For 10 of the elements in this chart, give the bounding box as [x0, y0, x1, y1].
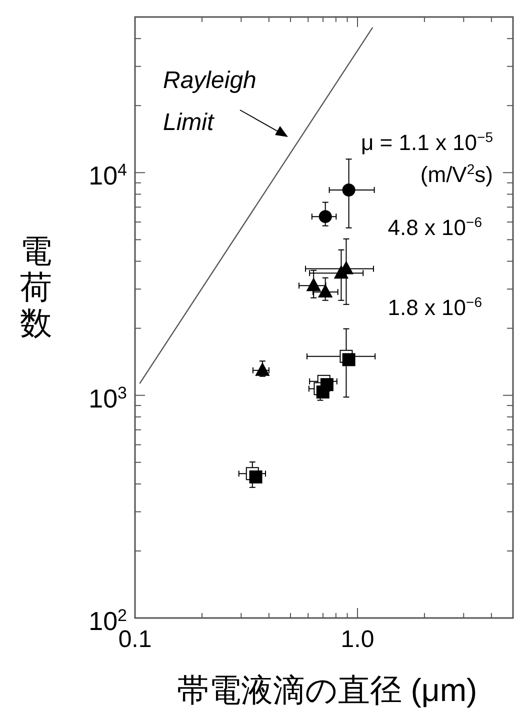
- annotation: (m/V$^{2}$s): [420, 161, 493, 187]
- annotation: 4.8 x 10$^{−6}$: [388, 214, 482, 240]
- y-axis-title: 電荷数: [20, 233, 52, 341]
- x-tick-label: 1.0: [340, 626, 374, 653]
- annotation: μ = 1.1 x 10$^{−5}$: [361, 129, 494, 155]
- y-tick-label: 10$^{3}$: [88, 382, 127, 414]
- annotation: Rayleigh Limit: [163, 67, 256, 136]
- x-axis-title: 帯電液滴の直径 (μm): [176, 672, 478, 708]
- y-tick-label: 10$^{4}$: [88, 160, 127, 191]
- annotation: 1.8 x 10$^{−6}$: [388, 294, 482, 320]
